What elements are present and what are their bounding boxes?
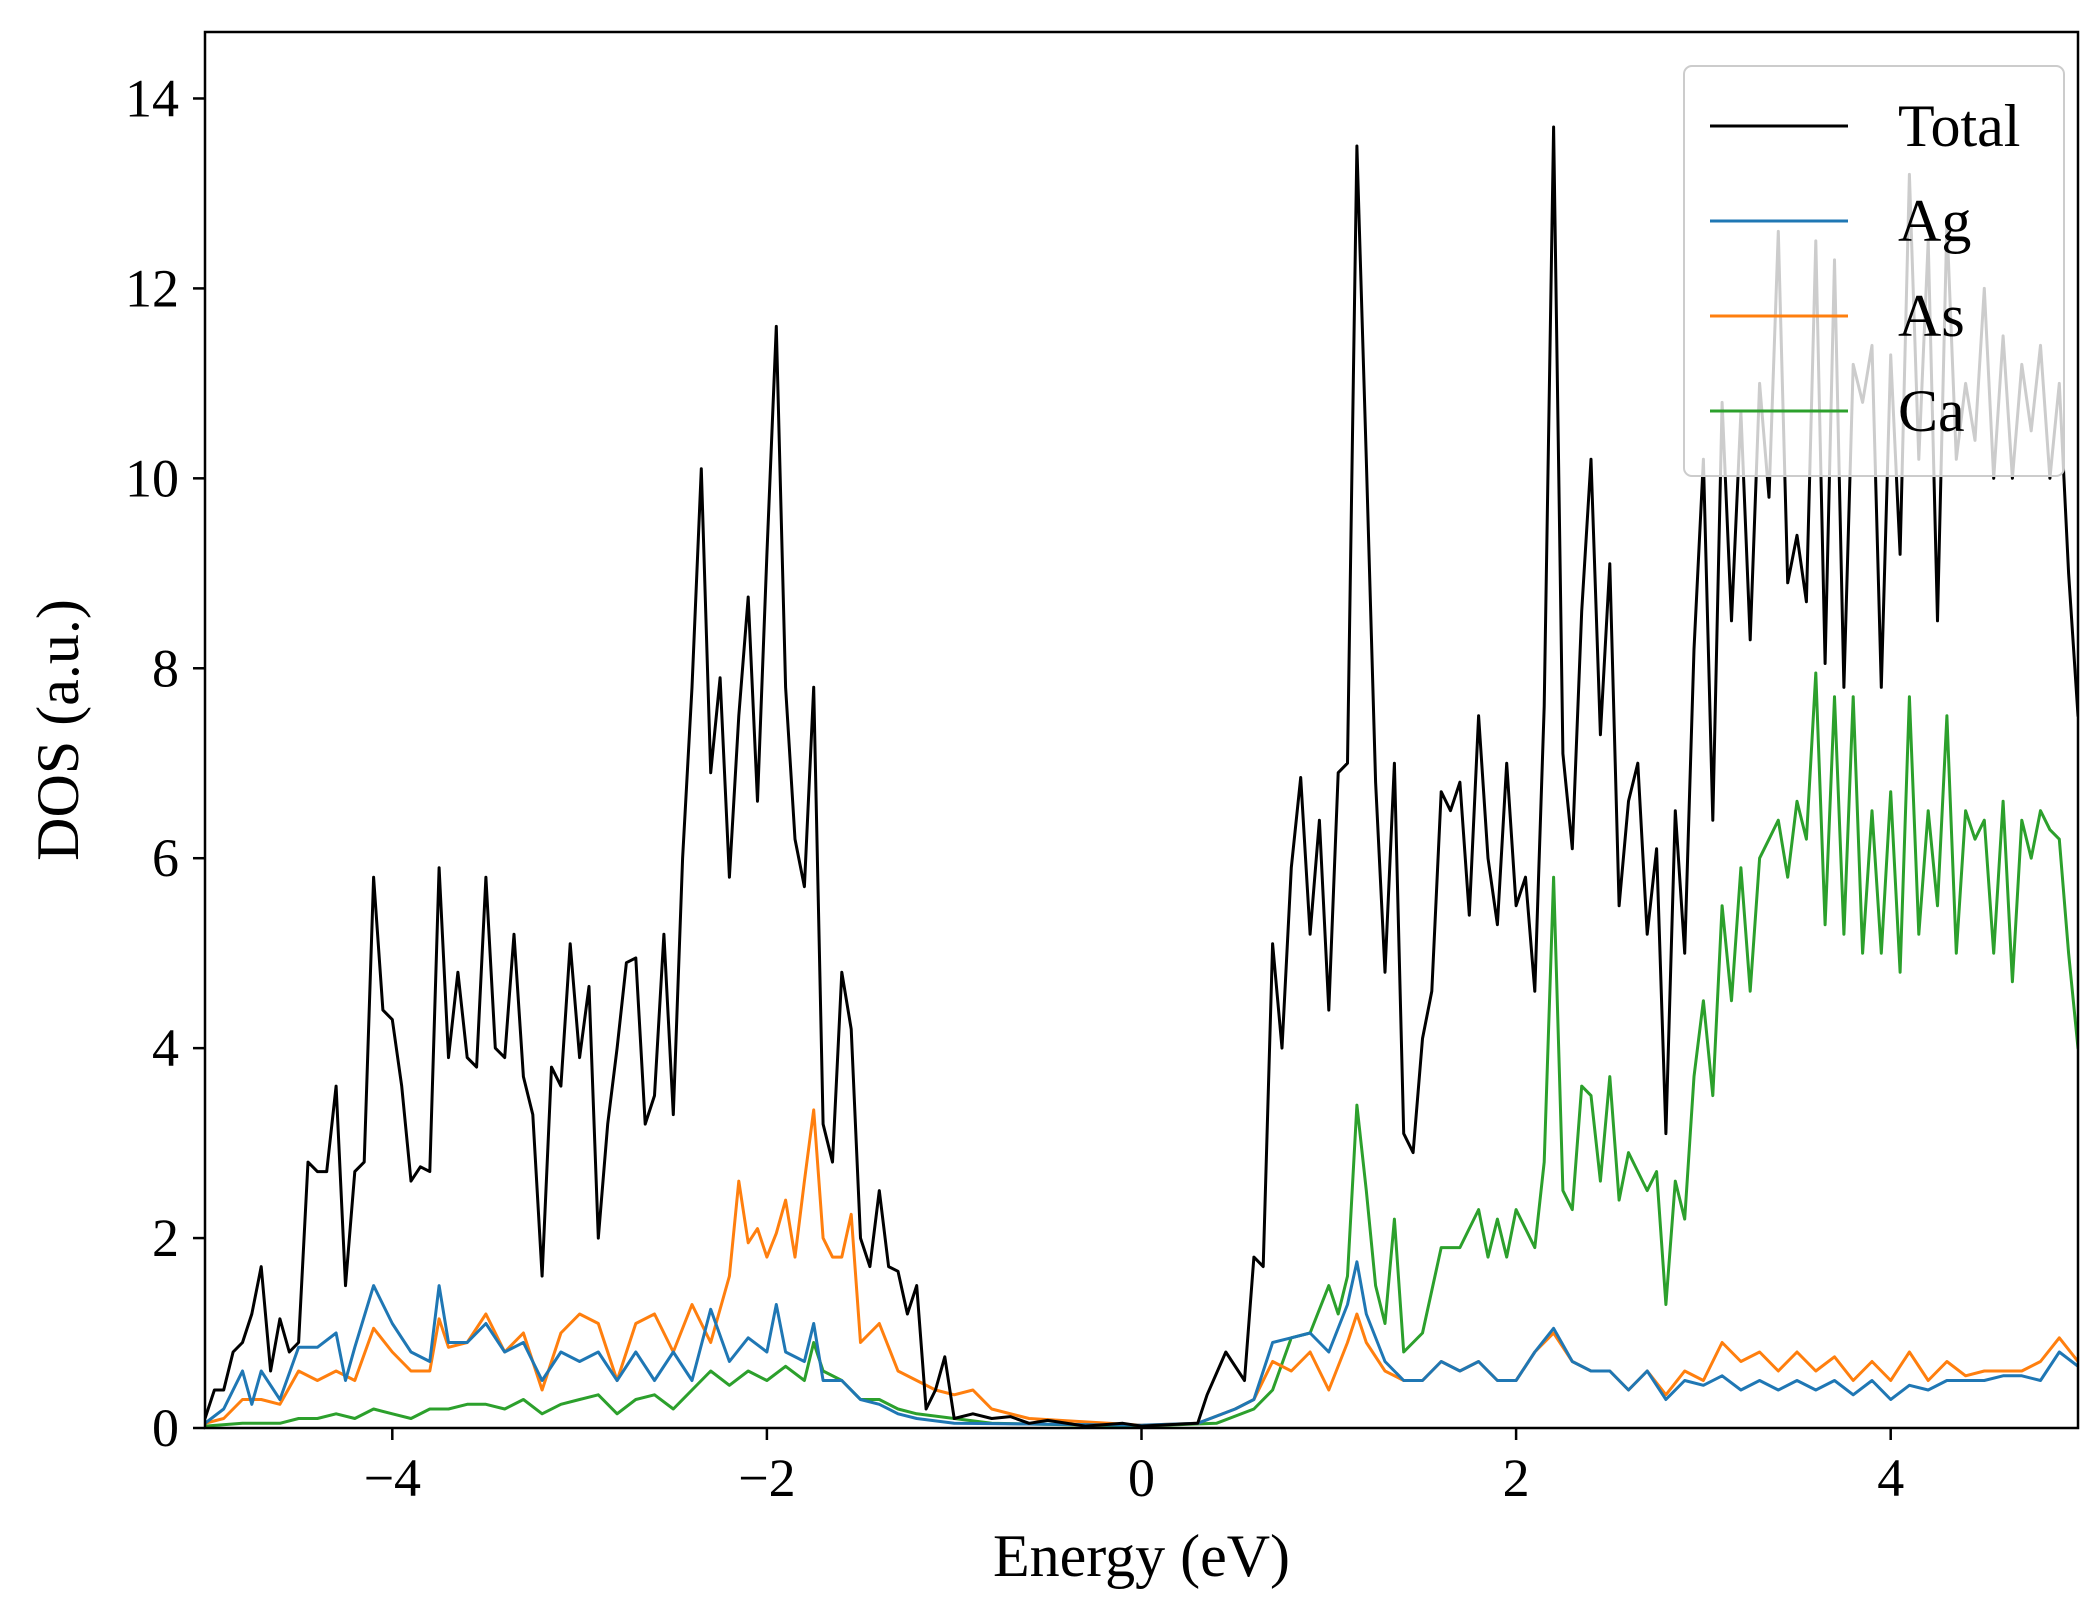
series-line-total	[205, 125, 2078, 1428]
legend: Total Ag As Ca	[1683, 65, 2065, 477]
series-layer	[205, 125, 2078, 1428]
y-tick-label: 12	[125, 258, 179, 318]
series-line-ag	[205, 1260, 2078, 1427]
y-tick-label: 10	[125, 448, 179, 508]
legend-label-total: Total	[1898, 93, 2020, 159]
x-axis-label: Energy (eV)	[993, 1523, 1290, 1589]
series-line-as	[205, 1108, 2078, 1427]
y-tick-label: 4	[152, 1018, 179, 1078]
y-tick-label: 6	[152, 828, 179, 888]
y-tick-label: 2	[152, 1208, 179, 1268]
legend-label-ca: Ca	[1898, 378, 1965, 444]
legend-box	[1683, 65, 2065, 477]
y-axis: 0 2 4 6 8 10 12 14	[125, 68, 205, 1458]
legend-label-as: As	[1898, 283, 1965, 349]
y-tick-label: 14	[125, 68, 179, 128]
y-axis-label: DOS (a.u.)	[25, 599, 91, 861]
y-tick-label: 0	[152, 1398, 179, 1458]
x-tick-label: 0	[1128, 1448, 1155, 1508]
legend-label-ag: Ag	[1898, 188, 1971, 254]
x-tick-label: 4	[1877, 1448, 1904, 1508]
x-tick-label: −2	[738, 1448, 795, 1508]
x-tick-label: −4	[364, 1448, 421, 1508]
x-tick-label: 2	[1503, 1448, 1530, 1508]
plot-area	[203, 30, 2080, 1430]
x-axis: −4 −2 0 2 4	[364, 1428, 1904, 1508]
y-tick-label: 8	[152, 638, 179, 698]
series-line-ca	[205, 671, 2078, 1428]
